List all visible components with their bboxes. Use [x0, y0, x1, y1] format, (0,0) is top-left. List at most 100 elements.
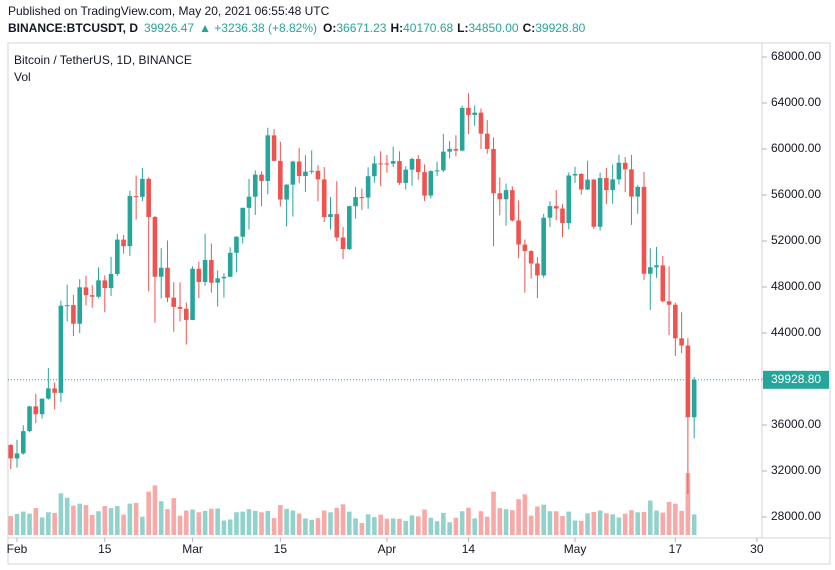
- volume-bar: [516, 499, 521, 535]
- candle-body: [121, 239, 126, 247]
- volume-bar: [679, 510, 684, 535]
- x-tick-label: 30: [750, 542, 764, 556]
- volume-bar: [566, 511, 572, 535]
- candle-body: [365, 176, 371, 198]
- volume-bar: [641, 511, 647, 535]
- candle-body: [616, 162, 622, 180]
- volume-bar: [384, 518, 390, 535]
- volume-bar: [616, 517, 622, 535]
- candle-body: [303, 171, 308, 177]
- y-tick-label: 52000.00: [771, 233, 821, 247]
- volume-bar: [478, 511, 484, 535]
- volume-bar: [685, 473, 691, 535]
- volume-bar: [46, 512, 51, 535]
- x-tick-label: 14: [462, 542, 476, 556]
- candle-body: [666, 301, 672, 305]
- candle-body: [441, 151, 446, 171]
- candle-body: [610, 179, 615, 191]
- last-price-box: [763, 370, 829, 389]
- candle-body: [622, 162, 628, 170]
- candle-body: [641, 186, 647, 274]
- volume-bar: [64, 497, 70, 535]
- candle-body: [52, 388, 57, 393]
- y-tick-label: 60000.00: [771, 141, 821, 155]
- volume-bar: [158, 501, 164, 535]
- candle-body: [591, 179, 597, 227]
- volume-bar: [334, 507, 340, 535]
- volume-bar: [14, 513, 20, 535]
- candle-body: [547, 206, 553, 218]
- volume-bar: [108, 508, 114, 535]
- candle-body: [579, 173, 584, 190]
- volume-bar: [171, 498, 177, 535]
- volume-bar: [585, 513, 590, 535]
- volume-bar: [20, 511, 26, 535]
- volume-bar: [622, 513, 628, 535]
- volume-bar: [441, 512, 446, 535]
- volume-bar: [553, 511, 559, 535]
- change: ▲ +3236.38 (+8.82%): [199, 21, 317, 35]
- axis-layer: 28000.0032000.0036000.0040000.0044000.00…: [7, 49, 829, 556]
- ohlc-key: H:: [390, 21, 403, 35]
- y-tick-label: 48000.00: [771, 279, 821, 293]
- candle-body: [209, 259, 214, 283]
- volume-bar: [165, 509, 170, 535]
- volume-bar: [453, 517, 459, 535]
- candle-body: [64, 305, 70, 307]
- candle-body: [284, 184, 289, 200]
- candle-body: [397, 161, 402, 183]
- candle-body: [246, 196, 252, 208]
- y-tick-label: 44000.00: [771, 325, 821, 339]
- volume-bar: [290, 510, 296, 535]
- volume-bar: [27, 513, 32, 535]
- volume-bar: [610, 514, 615, 535]
- volume-bar: [666, 501, 672, 535]
- candle-body: [691, 379, 697, 418]
- ohlc-value: 40170.68: [403, 21, 453, 35]
- candle-body: [33, 406, 39, 415]
- volume-bar: [202, 510, 208, 535]
- candle-body: [660, 265, 666, 302]
- volume-bar: [246, 509, 252, 535]
- candle-body: [447, 148, 452, 152]
- volume-bar: [535, 506, 540, 535]
- candle-body: [20, 431, 26, 454]
- candle-body: [321, 179, 327, 218]
- volume-bar: [397, 518, 402, 535]
- volume-layer: [8, 473, 697, 535]
- candle-body: [71, 305, 76, 324]
- volume-bar: [296, 513, 302, 535]
- candle-body: [685, 345, 691, 418]
- x-tick-label: Mar: [182, 542, 203, 556]
- x-tick-label: Apr: [378, 542, 397, 556]
- ohlc-value: 36671.23: [336, 21, 386, 35]
- volume-bar: [647, 500, 653, 535]
- volume-bar: [71, 505, 76, 535]
- volume-bar: [209, 508, 214, 535]
- candle-body: [390, 161, 396, 164]
- candle-body: [278, 160, 283, 200]
- candle-body: [140, 178, 145, 197]
- candle-body: [334, 214, 340, 238]
- volume-bar: [522, 494, 528, 535]
- candle-body: [585, 179, 590, 190]
- candle-body: [39, 398, 45, 415]
- candle-body: [183, 308, 189, 320]
- ohlc-value: 34850.00: [469, 21, 519, 35]
- candle-body: [478, 112, 484, 134]
- candle-body: [46, 388, 51, 399]
- candle-body: [347, 206, 352, 250]
- candle-body: [384, 163, 390, 165]
- candle-body: [77, 287, 82, 324]
- volume-bar: [572, 520, 578, 535]
- volume-bar: [579, 520, 584, 535]
- candle-body: [428, 171, 434, 196]
- volume-bar: [547, 511, 553, 535]
- volume-bar: [8, 516, 14, 535]
- volume-bar: [629, 510, 634, 535]
- chart-frame: [7, 42, 831, 565]
- volume-bar: [434, 521, 440, 535]
- volume-bar: [252, 510, 258, 535]
- candle-body: [522, 244, 528, 252]
